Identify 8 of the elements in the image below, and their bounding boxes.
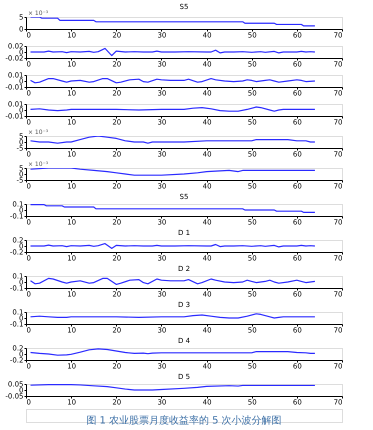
caption: 图 1 农业股票月度收益率的 5 次小波分解图: [86, 414, 282, 426]
line-series: [30, 136, 316, 144]
line-series: [30, 168, 316, 176]
line-series: [30, 48, 316, 56]
line-series: [30, 348, 316, 356]
line-series: [30, 204, 316, 213]
line-series: [30, 17, 316, 26]
line-series: [30, 278, 316, 285]
